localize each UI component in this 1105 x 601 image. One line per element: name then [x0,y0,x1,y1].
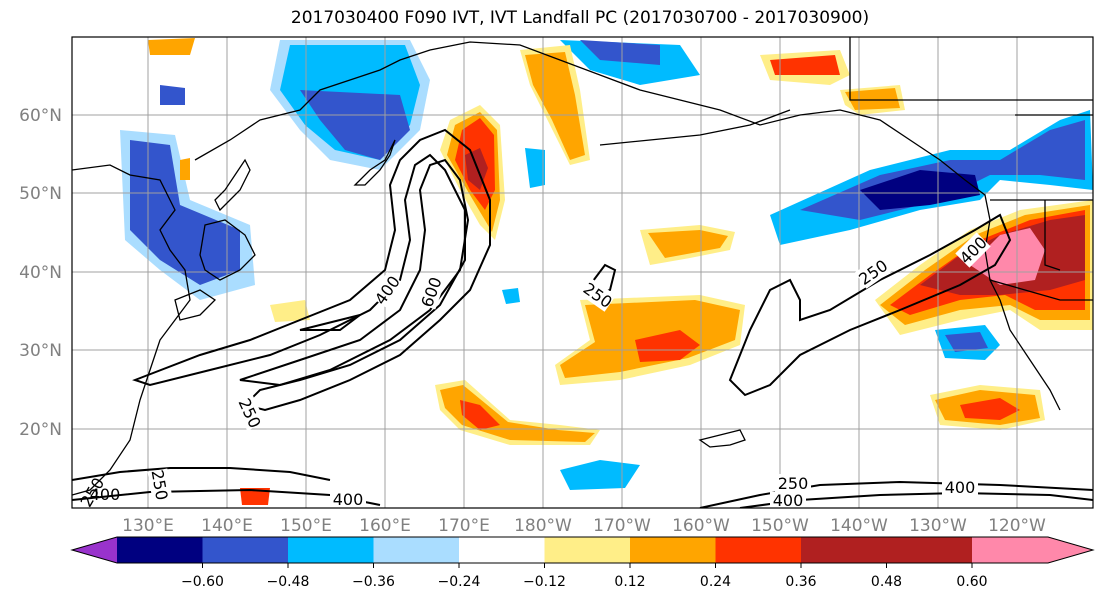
lon-label: 160°W [672,516,730,536]
colorbar-segment [117,537,203,563]
colorbar-segment [373,537,459,563]
lat-label: 60°N [19,106,62,126]
contour-label: 250 [147,468,171,501]
contour-label: 250 [778,474,809,493]
lon-label: 160°E [359,516,411,536]
colorbar-outline [70,536,1095,564]
colorbar-label: 0.24 [700,574,731,590]
contour-label: 400 [90,485,121,504]
lon-label: 150°E [280,516,332,536]
colorbar-label: −0.48 [267,574,310,590]
colorbar-label: −0.24 [438,574,481,590]
contour-label: 400 [945,478,976,497]
longitude-labels: 130°E 140°E 150°E 160°E 170°E 180°W 170°… [122,516,1046,536]
lon-label: 140°W [830,516,888,536]
lat-label: 30°N [19,341,62,361]
map-area: 400 600 250 250 400 250 250 400 250 400 … [72,37,1093,510]
lat-label: 20°N [19,420,62,440]
colorbar-label: −0.12 [523,574,566,590]
colorbar-extend-left [72,537,117,563]
lon-label: 180°W [514,516,572,536]
lon-label: 170°W [593,516,651,536]
colorbar-label: 0.60 [956,574,987,590]
colorbar: −0.60 −0.48 −0.36 −0.24 −0.12 0.12 0.24 … [70,536,1095,590]
latitude-labels: 60°N 50°N 40°N 30°N 20°N [19,106,62,440]
lon-label: 140°E [201,516,253,536]
colorbar-segment [288,537,374,563]
colorbar-label: −0.36 [352,574,395,590]
contour-label: 400 [333,490,364,509]
colorbar-segment [886,537,972,563]
lon-label: 130°E [122,516,174,536]
lat-label: 50°N [19,184,62,204]
lon-label: 130°W [909,516,967,536]
map-title: 2017030400 F090 IVT, IVT Landfall PC (20… [290,8,870,28]
colorbar-label: −0.60 [181,574,224,590]
colorbar-segment [202,537,288,563]
coastlines [72,37,1093,496]
colorbar-segment [544,537,630,563]
negative-anomaly-fill [120,40,1093,490]
colorbar-label: 0.36 [785,574,816,590]
colorbar-segment [801,537,887,563]
contour-label: 250 [855,256,891,289]
colorbar-segment [459,537,545,563]
colorbar-segment [630,537,716,563]
lon-label: 150°W [751,516,809,536]
colorbar-label: 0.48 [871,574,902,590]
contour-label: 400 [773,491,804,510]
colorbar-label: 0.12 [614,574,645,590]
colorbar-segment [715,537,801,563]
lon-label: 120°W [988,516,1046,536]
lat-label: 40°N [19,263,62,283]
lon-label: 170°E [438,516,490,536]
contour-label: 250 [234,395,264,431]
map-frame [71,36,1094,509]
